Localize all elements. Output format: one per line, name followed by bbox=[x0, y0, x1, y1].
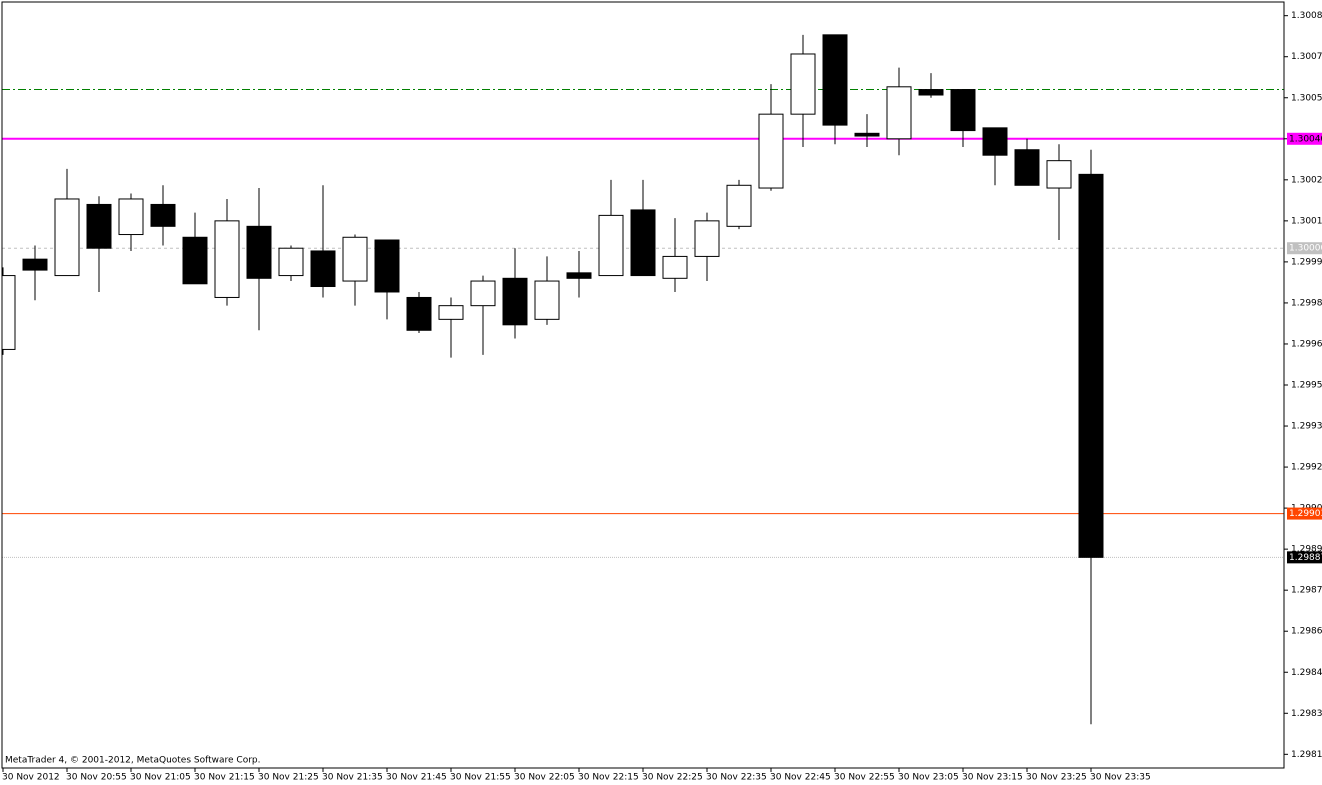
x-tick-label: 30 Nov 22:35 bbox=[706, 773, 767, 783]
y-tick-label: 1.29935 bbox=[1291, 422, 1322, 432]
candle-body bbox=[182, 236, 208, 285]
y-tick-label: 1.29815 bbox=[1291, 750, 1322, 760]
candle-body bbox=[502, 277, 528, 326]
y-tick-label: 1.29980 bbox=[1291, 298, 1322, 308]
candle-body bbox=[118, 198, 144, 236]
candle-body bbox=[534, 280, 560, 320]
level-label: 1.29887 bbox=[1289, 553, 1322, 563]
y-tick-label: 1.30055 bbox=[1291, 93, 1322, 103]
candle-body bbox=[86, 203, 112, 249]
candle-body bbox=[278, 247, 304, 277]
candle-body bbox=[374, 239, 400, 293]
candle-body bbox=[854, 132, 880, 137]
x-tick-label: 30 Nov 22:55 bbox=[834, 773, 895, 783]
candle-body bbox=[886, 86, 912, 140]
y-tick-label: 1.29845 bbox=[1291, 668, 1322, 678]
x-tick-label: 30 Nov 22:25 bbox=[642, 773, 703, 783]
level-label-box bbox=[1287, 507, 1322, 520]
x-tick-label: 30 Nov 21:45 bbox=[386, 773, 447, 783]
level-label-box bbox=[1287, 132, 1322, 145]
candle-body bbox=[1014, 149, 1040, 186]
watermark: MetaTrader 4, © 2001-2012, MetaQuotes So… bbox=[5, 756, 261, 766]
candle-body bbox=[758, 113, 784, 189]
y-tick-label: 1.29875 bbox=[1291, 586, 1322, 596]
y-tick-label: 1.30085 bbox=[1291, 11, 1322, 21]
x-tick-label: 30 Nov 23:25 bbox=[1026, 773, 1087, 783]
y-tick-label: 1.30025 bbox=[1291, 175, 1322, 185]
x-tick-label: 30 Nov 21:25 bbox=[258, 773, 319, 783]
candle-body bbox=[630, 209, 656, 277]
x-tick-label: 30 Nov 23:35 bbox=[1090, 773, 1151, 783]
candle-body bbox=[406, 296, 432, 331]
level-label: 1.29903 bbox=[1289, 509, 1322, 519]
candle-body bbox=[54, 198, 80, 277]
candle-body bbox=[918, 89, 944, 96]
candle-body bbox=[214, 220, 240, 298]
y-tick-label: 1.29830 bbox=[1291, 709, 1322, 719]
candle-body bbox=[694, 220, 720, 257]
plot-area bbox=[2, 34, 1284, 725]
candle-body bbox=[2, 275, 16, 350]
x-tick-label: 30 Nov 22:15 bbox=[578, 773, 639, 783]
candle-body bbox=[310, 250, 336, 288]
x-tick-label: 30 Nov 22:05 bbox=[514, 773, 575, 783]
candle-body bbox=[1046, 160, 1072, 189]
candle-body bbox=[1078, 173, 1104, 558]
level-label-box bbox=[1287, 551, 1322, 564]
level-label: 1.30000 bbox=[1289, 244, 1322, 254]
candle-body bbox=[438, 305, 464, 320]
candle-body bbox=[566, 272, 592, 279]
y-tick-label: 1.30070 bbox=[1291, 52, 1322, 62]
candle-body bbox=[598, 214, 624, 277]
y-tick-label: 1.29950 bbox=[1291, 381, 1322, 391]
x-tick-label: 30 Nov 23:05 bbox=[898, 773, 959, 783]
x-tick-label: 30 Nov 21:15 bbox=[194, 773, 255, 783]
y-tick-label: 1.29890 bbox=[1291, 545, 1322, 555]
candle-body bbox=[822, 34, 848, 126]
candle-body bbox=[982, 127, 1008, 156]
candle-body bbox=[470, 280, 496, 307]
x-tick-label: 30 Nov 21:35 bbox=[322, 773, 383, 783]
candle-body bbox=[150, 203, 176, 227]
candle-body bbox=[342, 236, 368, 282]
candle-body bbox=[22, 258, 48, 271]
x-tick-label: 30 Nov 20:55 bbox=[66, 773, 127, 783]
candle-body bbox=[790, 53, 816, 115]
y-tick-label: 1.29920 bbox=[1291, 463, 1322, 473]
y-tick-label: 1.29965 bbox=[1291, 339, 1322, 349]
level-label-box bbox=[1287, 242, 1322, 255]
x-tick-label: 30 Nov 2012 bbox=[2, 773, 60, 783]
candle-body bbox=[246, 225, 272, 279]
candle-body bbox=[726, 184, 752, 227]
x-tick-label: 30 Nov 22:45 bbox=[770, 773, 831, 783]
candle-body bbox=[950, 89, 976, 132]
y-tick-label: 1.29995 bbox=[1291, 257, 1322, 267]
y-tick-label: 1.29860 bbox=[1291, 627, 1322, 637]
x-tick-label: 30 Nov 23:15 bbox=[962, 773, 1023, 783]
x-tick-label: 30 Nov 21:55 bbox=[450, 773, 511, 783]
y-tick-label: 1.30010 bbox=[1291, 216, 1322, 226]
candle-body bbox=[662, 255, 688, 279]
level-label: 1.30040 bbox=[1289, 134, 1322, 144]
x-tick-label: 30 Nov 21:05 bbox=[130, 773, 191, 783]
